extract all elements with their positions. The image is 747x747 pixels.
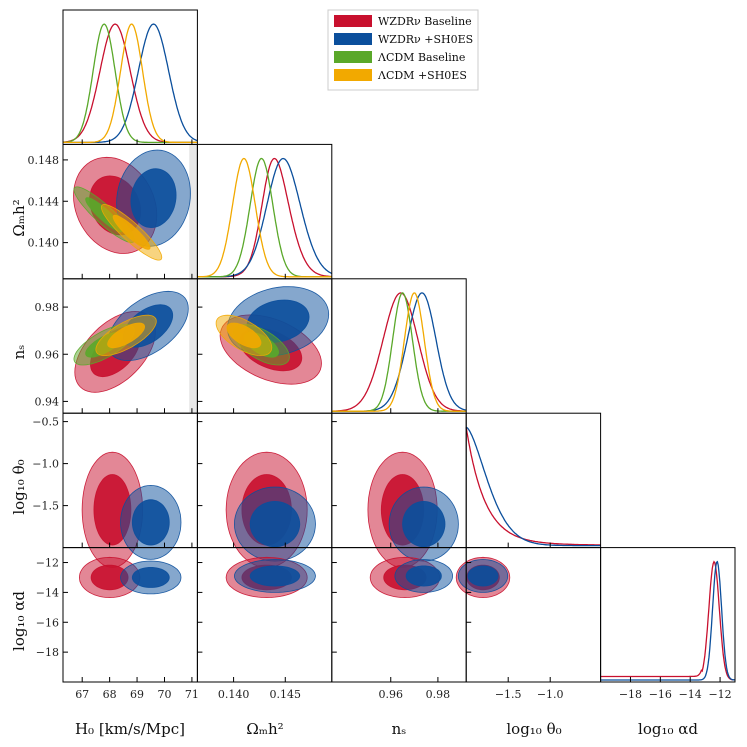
contour-omh2-ns-3-68 (226, 322, 262, 349)
marginal-curve-H0-3 (63, 23, 198, 144)
ytick-label-logalpha-0: −18 (36, 646, 59, 659)
ytick-label-ns-2: 0.98 (35, 301, 60, 314)
legend-label-wzdr-baseline: WZDRν Baseline (378, 15, 472, 28)
xtick-label-H0-1: 68 (103, 688, 117, 701)
xtick-label-ns-0: 0.96 (378, 688, 403, 701)
legend-label-wzdr-sh0es: WZDRν +SH0ES (378, 33, 473, 46)
marginal-curve-ns-2 (331, 292, 467, 412)
xtick-label-ns-1: 0.98 (426, 688, 451, 701)
ylabel-logtheta: log₁₀ θ₀ (10, 459, 28, 514)
legend-label-lcdm-sh0es: ΛCDM +SH0ES (377, 69, 467, 82)
marginal-curve-H0-2 (63, 23, 198, 144)
marginal-curve-logalpha-1 (600, 560, 735, 681)
contour-omh2-logtheta-1-68 (249, 500, 301, 548)
marginal-curve-ns-3 (331, 292, 467, 412)
marginal-curve-omh2-3 (197, 157, 332, 278)
ytick-label-logalpha-3: −12 (36, 557, 59, 570)
xlabel-h0: H₀ [km/s/Mpc] (75, 720, 185, 738)
legend-swatch-lcdm-baseline (334, 51, 372, 63)
contour-logtheta-logalpha-1-68 (467, 565, 499, 587)
xtick-label-omh2-1: 0.145 (270, 688, 302, 701)
contour-H0-logalpha-1-68 (131, 567, 170, 588)
ytick-label-logalpha-2: −14 (36, 586, 59, 599)
legend-swatch-wzdr-baseline (334, 15, 372, 27)
xtick-label-omh2-0: 0.140 (218, 688, 250, 701)
marginal-curve-logtheta-1 (465, 426, 601, 547)
xtick-label-logalpha-2: −14 (679, 688, 702, 701)
ylabel-ns: nₛ (10, 345, 28, 360)
xlabel-ns: nₛ (392, 720, 407, 738)
panel-frame-logtheta-logtheta (465, 412, 602, 549)
ytick-label-omh2-0: 0.140 (28, 237, 60, 250)
legend-swatch-wzdr-sh0es (334, 33, 372, 45)
ytick-label-omh2-1: 0.144 (28, 195, 60, 208)
ytick-label-omh2-2: 0.148 (28, 154, 60, 167)
contour-ns-logtheta-1-68 (402, 500, 446, 548)
xlabel-logalpha: log₁₀ αd (638, 720, 698, 738)
ytick-label-logtheta-1: −1.0 (32, 458, 59, 471)
ytick-label-ns-0: 0.94 (35, 395, 60, 408)
panel-frames (62, 9, 736, 683)
xtick-label-logtheta-1: −1.0 (537, 688, 564, 701)
axis-labels: H₀ [km/s/Mpc] Ωₘh² nₛ log₁₀ θ₀ log₁₀ αd … (10, 199, 698, 738)
xtick-label-H0-0: 67 (75, 688, 89, 701)
legend: WZDRν Baseline WZDRν +SH0ES ΛCDM Baselin… (327, 9, 479, 91)
marginal-curve-logtheta-0 (465, 427, 601, 546)
marginal-curve-omh2-1 (197, 157, 333, 278)
posterior-contours (73, 149, 511, 599)
contour-omh2-logalpha-1-68 (249, 565, 301, 587)
xtick-label-H0-2: 69 (130, 688, 144, 701)
contour-H0-logalpha-0-68 (90, 564, 129, 591)
contour-ns-logalpha-1-68 (405, 565, 442, 587)
xlabel-logtheta: log₁₀ θ₀ (506, 720, 561, 738)
xtick-label-logalpha-0: −18 (619, 688, 642, 701)
tick-marks: 67 68 69 70 71 0.140 0.145 0.96 0.98 −1.5 −1.0 −18−… (28, 139, 732, 701)
marginal-curve-ns-1 (331, 292, 467, 412)
panel-frame-logalpha-logalpha (600, 547, 736, 683)
legend-swatch-lcdm-sh0es (334, 69, 372, 81)
xtick-label-H0-4: 71 (185, 688, 199, 701)
contour-H0-omh2-1-68 (130, 168, 177, 229)
ytick-label-ns-1: 0.96 (35, 348, 60, 361)
xtick-label-H0-3: 70 (157, 688, 171, 701)
ytick-label-logtheta-2: −0.5 (32, 416, 59, 429)
xtick-label-logalpha-3: −12 (708, 688, 731, 701)
marginal-curve-logalpha-0 (600, 560, 735, 681)
contour-H0-omh2-3-68 (112, 214, 151, 250)
xlabel-omh2: Ωₘh² (246, 720, 283, 738)
posterior-curves (63, 23, 735, 681)
ylabel-omh2: Ωₘh² (10, 199, 28, 236)
ytick-label-logalpha-1: −16 (36, 616, 59, 629)
xtick-label-logalpha-1: −16 (649, 688, 672, 701)
ylabel-logalpha: log₁₀ αd (10, 591, 28, 651)
marginal-curve-ns-0 (331, 292, 467, 412)
xtick-label-logtheta-0: −1.5 (495, 688, 522, 701)
legend-label-lcdm-baseline: ΛCDM Baseline (377, 51, 465, 64)
contour-H0-ns-3-68 (107, 322, 146, 349)
ytick-label-logtheta-0: −1.5 (32, 500, 59, 513)
contour-H0-logtheta-1-68 (131, 499, 170, 546)
